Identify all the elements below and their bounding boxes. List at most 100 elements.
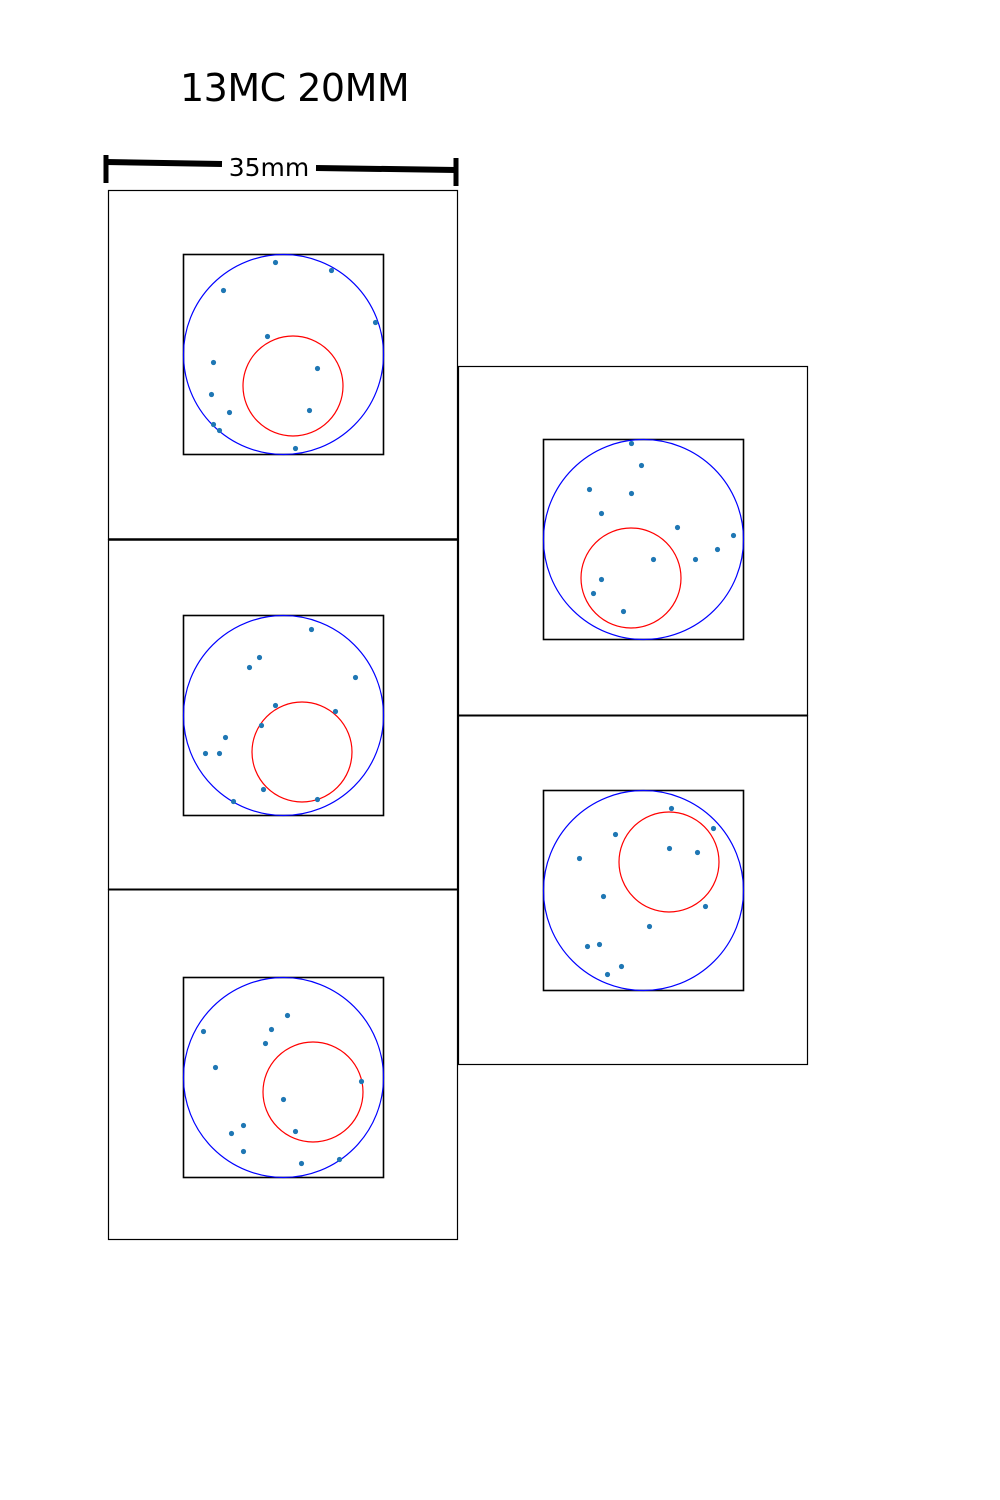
dot-marker	[262, 1040, 269, 1047]
dot-marker	[638, 462, 645, 469]
dot-marker	[674, 524, 681, 531]
dot-group	[202, 626, 359, 805]
dot-group	[208, 259, 379, 452]
dot-group	[200, 1012, 365, 1167]
dot-marker	[272, 702, 279, 709]
dot-marker	[240, 1148, 247, 1155]
dot-marker	[646, 923, 653, 930]
dot-marker	[314, 796, 321, 803]
dot-marker	[666, 845, 673, 852]
panel-3	[107, 888, 459, 1241]
outer-frame	[457, 714, 809, 1066]
scale-bar-right-segment	[315, 165, 457, 173]
dot-marker	[210, 421, 217, 428]
outer-circle	[542, 438, 745, 641]
outer-frame	[457, 365, 809, 717]
dot-marker	[308, 626, 315, 633]
dot-marker	[336, 1156, 343, 1163]
scale-label: 35mm	[229, 153, 310, 182]
dot-marker	[272, 259, 279, 266]
dot-marker	[596, 941, 603, 948]
panel-1	[107, 189, 459, 541]
dot-marker	[260, 786, 267, 793]
dot-marker	[710, 825, 717, 832]
dot-marker	[292, 445, 299, 452]
dot-marker	[264, 333, 271, 340]
dot-marker	[200, 1028, 207, 1035]
dot-marker	[222, 734, 229, 741]
dot-marker	[600, 893, 607, 900]
dot-marker	[202, 750, 209, 757]
outer-frame	[107, 888, 459, 1241]
dot-marker	[256, 654, 263, 661]
dot-marker	[240, 1122, 247, 1129]
dot-group	[586, 440, 737, 615]
dot-marker	[586, 486, 593, 493]
dot-marker	[352, 674, 359, 681]
dot-marker	[328, 267, 335, 274]
dot-marker	[314, 365, 321, 372]
dot-marker	[584, 943, 591, 950]
outer-frame	[107, 538, 459, 891]
dot-marker	[332, 708, 339, 715]
dot-group	[576, 805, 717, 978]
dot-marker	[692, 556, 699, 563]
inner-circle	[618, 811, 720, 913]
dot-marker	[628, 490, 635, 497]
dot-marker	[228, 1130, 235, 1137]
panel-5	[457, 714, 809, 1066]
outer-circle	[542, 789, 745, 992]
outer-frame	[107, 189, 459, 541]
dot-marker	[604, 971, 611, 978]
inner-circle	[251, 701, 353, 803]
dot-marker	[650, 556, 657, 563]
dot-marker	[230, 798, 237, 805]
dot-marker	[208, 391, 215, 398]
dot-marker	[268, 1026, 275, 1033]
dot-marker	[210, 359, 217, 366]
dot-marker	[714, 546, 721, 553]
dot-marker	[598, 510, 605, 517]
inner-frame	[182, 976, 385, 1179]
outer-circle	[182, 253, 385, 456]
dot-marker	[306, 407, 313, 414]
dot-marker	[668, 805, 675, 812]
inner-frame	[182, 614, 385, 817]
dot-marker	[612, 831, 619, 838]
dot-marker	[292, 1128, 299, 1135]
dot-marker	[280, 1096, 287, 1103]
dot-marker	[618, 963, 625, 970]
dot-marker	[284, 1012, 291, 1019]
dot-marker	[212, 1064, 219, 1071]
dot-marker	[598, 576, 605, 583]
dot-marker	[246, 664, 253, 671]
dot-marker	[628, 440, 635, 447]
dot-marker	[258, 722, 265, 729]
dot-marker	[358, 1078, 365, 1085]
panel-2	[107, 538, 459, 891]
scale-bar: 35mm	[103, 153, 459, 186]
inner-frame	[542, 789, 745, 992]
inner-circle	[262, 1041, 364, 1143]
dot-marker	[590, 590, 597, 597]
dot-marker	[216, 427, 223, 434]
dot-marker	[730, 532, 737, 539]
inner-circle	[580, 527, 682, 629]
dot-marker	[220, 287, 227, 294]
panel-4	[457, 365, 809, 717]
dot-marker	[620, 608, 627, 615]
dot-marker	[576, 855, 583, 862]
dot-marker	[694, 849, 701, 856]
dot-marker	[298, 1160, 305, 1167]
dot-marker	[702, 903, 709, 910]
page-title: 13MC 20MM	[180, 66, 410, 110]
dot-marker	[216, 750, 223, 757]
outer-circle	[182, 614, 385, 817]
inner-circle	[242, 335, 344, 437]
inner-frame	[542, 438, 745, 641]
dot-marker	[372, 319, 379, 326]
dot-marker	[226, 409, 233, 416]
outer-circle	[182, 976, 385, 1179]
scale-bar-left-segment	[105, 159, 223, 167]
